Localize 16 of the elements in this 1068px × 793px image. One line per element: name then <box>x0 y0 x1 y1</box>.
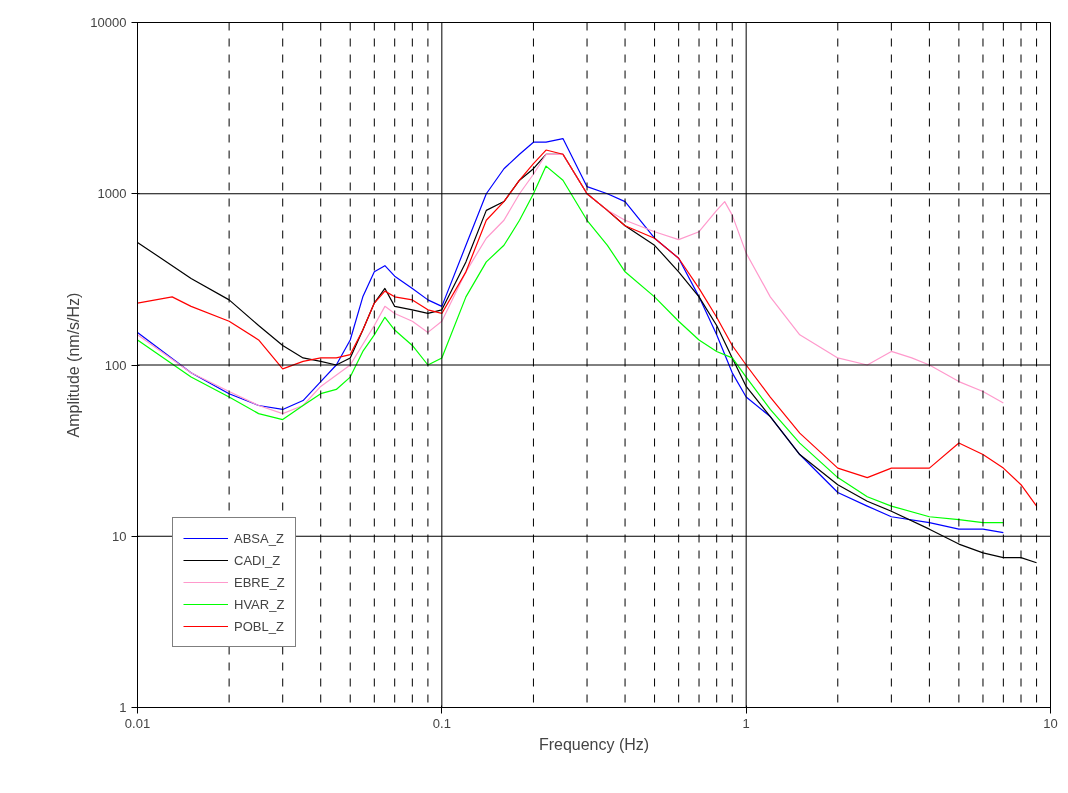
x-tick-label: 0.01 <box>124 715 151 731</box>
legend-label: ABSA_Z <box>234 530 284 546</box>
y-tick-label: 100 <box>104 357 127 373</box>
legend-label: EBRE_Z <box>234 574 285 590</box>
x-axis-title: Frequency (Hz) <box>538 735 650 753</box>
y-tick-label: 10000 <box>90 15 127 30</box>
y-axis-title: Amplitude (nm/s/Hz) <box>65 292 83 438</box>
y-tick-label: 1 <box>119 700 127 715</box>
legend-label: POBL_Z <box>234 618 284 634</box>
x-tick-label: 0.1 <box>432 715 451 731</box>
legend-label: CADI_Z <box>234 552 281 568</box>
y-tick-label: 10 <box>112 528 127 544</box>
y-tick-label: 1000 <box>97 186 127 202</box>
x-tick-label: 10 <box>1043 715 1058 731</box>
x-tick-label: 1 <box>742 715 750 731</box>
legend-label: HVAR_Z <box>234 596 285 612</box>
